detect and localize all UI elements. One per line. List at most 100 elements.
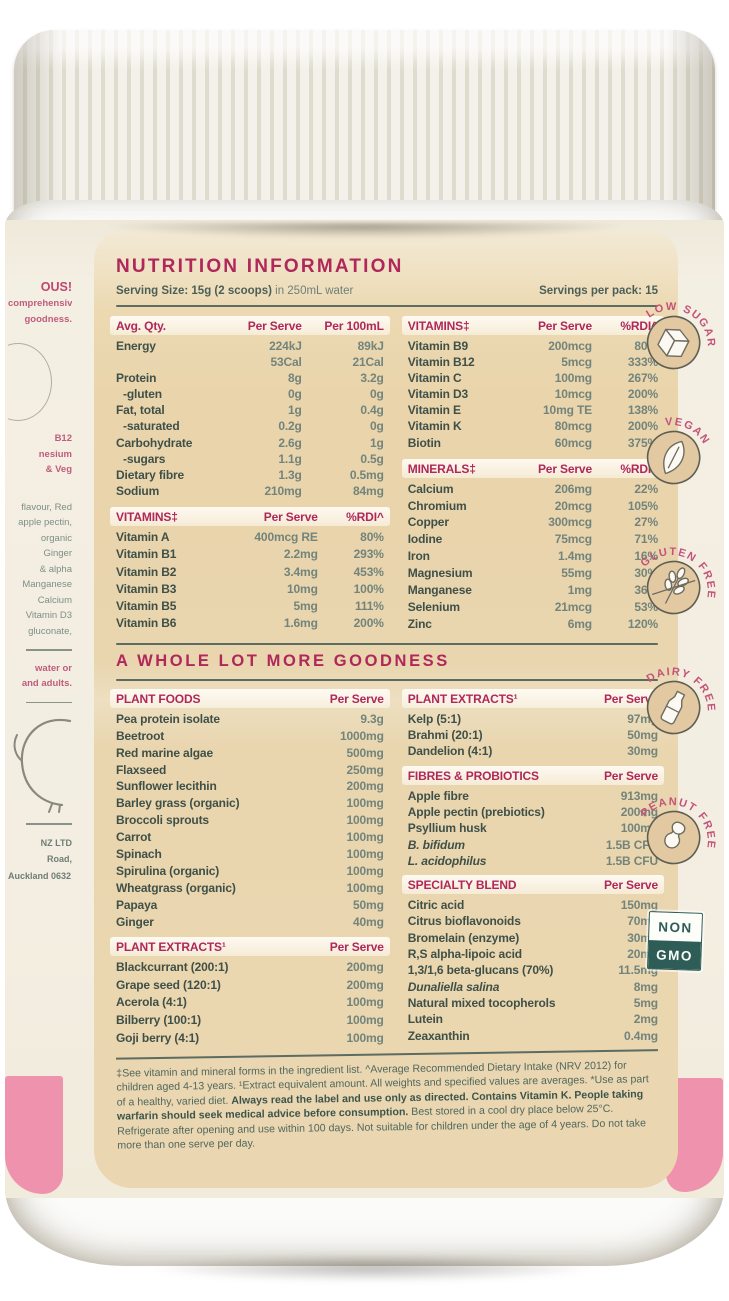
row-per-serve: 53Cal xyxy=(270,355,302,370)
row-label: -saturated xyxy=(123,419,180,434)
row-label: Zinc xyxy=(407,616,432,631)
table-row: Papaya 50mg xyxy=(116,897,384,914)
row-label: L. acidophilus xyxy=(407,853,487,868)
row-rdi: 71% xyxy=(634,532,658,547)
table-row: Kelp (5:1) 97mg xyxy=(408,711,658,727)
table-row: Selenium 21mcg 53% xyxy=(408,599,658,616)
text-fragment: Manganese xyxy=(22,579,72,590)
divider xyxy=(26,823,72,825)
row-per-serve: 2mg xyxy=(633,1012,658,1027)
row-rdi: 293% xyxy=(353,547,384,562)
row-rdi: 105% xyxy=(627,498,658,513)
table-row: B. bifidum 1.5B CFU xyxy=(408,837,658,853)
ingredient-fragments: flavour, Red apple pectin, organic Ginger & … xyxy=(8,500,72,640)
table-row: 1,3/1,6 beta-glucans (70%) 11.5mg xyxy=(408,962,658,978)
row-per-serve: 210mg xyxy=(264,483,302,498)
row-per-serve: 40mg xyxy=(353,914,384,929)
specialty-blend-table: SPECIALTY BLEND Per Serve Citric acid 15… xyxy=(401,875,664,1044)
row-per-serve: 1.6mg xyxy=(283,616,318,631)
row-label: Dietary fibre xyxy=(116,467,185,482)
row-per-100ml: 0g xyxy=(370,387,384,402)
table-header: Avg. Qty. Per Serve Per 100mL xyxy=(110,316,390,335)
table-row: Brahmi (20:1) 50mg xyxy=(408,727,658,743)
row-per-serve: 100mg xyxy=(346,1013,384,1028)
text-fragment: gluconate, xyxy=(28,625,72,637)
row-label: Broccoli sprouts xyxy=(116,813,209,828)
row-per-100ml: 21Cal xyxy=(352,355,384,370)
table-row: Dandelion (4:1) 30mg xyxy=(408,743,658,759)
row-label: Papaya xyxy=(116,897,158,912)
row-label: Vitamin B3 xyxy=(116,581,177,596)
row-rdi: 27% xyxy=(634,515,658,530)
row-per-serve: 5mg xyxy=(633,995,658,1010)
leaf-icon xyxy=(663,440,685,475)
table-row: Sodium 210mg 84mg xyxy=(116,483,384,499)
table-row: Broccoli sprouts 100mg xyxy=(116,812,384,829)
table-row: Vitamin E 10mg TE 138% xyxy=(408,402,658,418)
row-per-100ml: 0.5mg xyxy=(349,467,384,482)
row-label: Lutein xyxy=(407,1012,443,1027)
row-label: Vitamin C xyxy=(407,371,462,386)
address-fragments: NZ LTD Road, Auckland 0632 NZ xyxy=(8,835,72,885)
table-row: Apple pectin (prebiotics) 200mg xyxy=(408,804,658,820)
sugar-cube-icon xyxy=(657,328,690,358)
text-fragment: comprehensive xyxy=(8,298,72,309)
row-rdi: 100% xyxy=(353,581,384,596)
table-row: Energy 224kJ 89kJ xyxy=(116,338,384,354)
table-row: Calcium 206mg 22% xyxy=(408,481,658,498)
table-row: Carbohydrate 2.6g 1g xyxy=(116,435,384,451)
row-per-serve: 50mg xyxy=(627,728,658,743)
table-row: L. acidophilus 1.5B CFU xyxy=(408,853,658,869)
row-per-serve: 206mg xyxy=(554,481,592,496)
row-per-serve: 100mg xyxy=(346,796,384,811)
nutrition-panel: NUTRITION INFORMATION Serving Size: 15g … xyxy=(94,230,678,1188)
row-rdi: 333% xyxy=(627,355,658,370)
wheat-icon xyxy=(651,567,696,604)
row-label: Vitamin D3 xyxy=(407,387,469,402)
panel-title: NUTRITION INFORMATION xyxy=(116,256,404,277)
row-label: Kelp (5:1) xyxy=(407,711,461,726)
plant-extracts-table-2: PLANT EXTRACTS¹ Per Serve Kelp (5:1) 97m… xyxy=(401,688,664,760)
avg-qty-table: Avg. Qty. Per Serve Per 100mL Energy 224… xyxy=(110,316,390,499)
table-row: Lutein 2mg xyxy=(408,1011,658,1027)
table-row: Citric acid 150mg xyxy=(408,897,658,913)
row-label: Protein xyxy=(116,371,157,386)
row-label: Apple fibre xyxy=(407,788,469,803)
row-per-serve: 200mg xyxy=(620,805,658,819)
row-label: Calcium xyxy=(407,481,454,496)
row-per-serve: 8g xyxy=(288,371,302,386)
row-per-serve: 21mcg xyxy=(554,600,592,614)
table-row: Vitamin B1 2.2mg 293% xyxy=(116,546,384,563)
row-per-serve: 913mg xyxy=(620,788,658,803)
table-row: Blackcurrant (200:1) 200mg xyxy=(116,959,384,977)
table-row: Vitamin B5 5mg 111% xyxy=(116,598,384,615)
milk-bottle-icon xyxy=(660,690,686,725)
row-label: Copper xyxy=(407,515,449,530)
row-label: Vitamin B1 xyxy=(116,547,177,562)
footnote: ‡See vitamin and mineral forms in the in… xyxy=(116,1049,660,1154)
row-per-serve: 30mg xyxy=(627,744,658,759)
table-row: Natural mixed tocopherols 5mg xyxy=(408,995,658,1011)
plant-foods-table: PLANT FOODS Per Serve Pea protein isolat… xyxy=(110,688,390,931)
row-label: Ginger xyxy=(116,914,154,929)
row-rdi: 200% xyxy=(353,616,384,631)
table-row: Bromelain (enzyme) 30mg xyxy=(408,930,658,946)
divider xyxy=(116,678,658,681)
table-row: Zinc 6mg 120% xyxy=(408,616,658,633)
row-per-serve: 8mg xyxy=(633,979,658,994)
fibres-probiotics-table: FIBRES & PROBIOTICS Per Serve Apple fibr… xyxy=(401,765,664,869)
row-label: Pea protein isolate xyxy=(116,711,220,726)
text-fragment: B12 xyxy=(54,433,72,444)
badge-low-sugar: LOW SUGAR xyxy=(621,268,724,392)
row-per-serve: 100mg xyxy=(346,1031,384,1046)
row-per-serve: 6mg xyxy=(567,616,592,631)
table-row: Carrot 100mg xyxy=(116,829,384,846)
table-row: Vitamin B3 10mg 100% xyxy=(116,581,384,598)
row-per-serve: 1000mg xyxy=(339,728,384,743)
badge-vegan: VEGAN xyxy=(621,383,724,507)
row-label: Psyllium husk xyxy=(407,821,487,836)
table-row: Magnesium 55mg 30% xyxy=(408,565,658,582)
row-rdi: 80% xyxy=(360,529,384,544)
row-label: Blackcurrant (200:1) xyxy=(116,959,229,974)
nutrition-columns: Avg. Qty. Per Serve Per 100mL Energy 224… xyxy=(110,316,664,633)
